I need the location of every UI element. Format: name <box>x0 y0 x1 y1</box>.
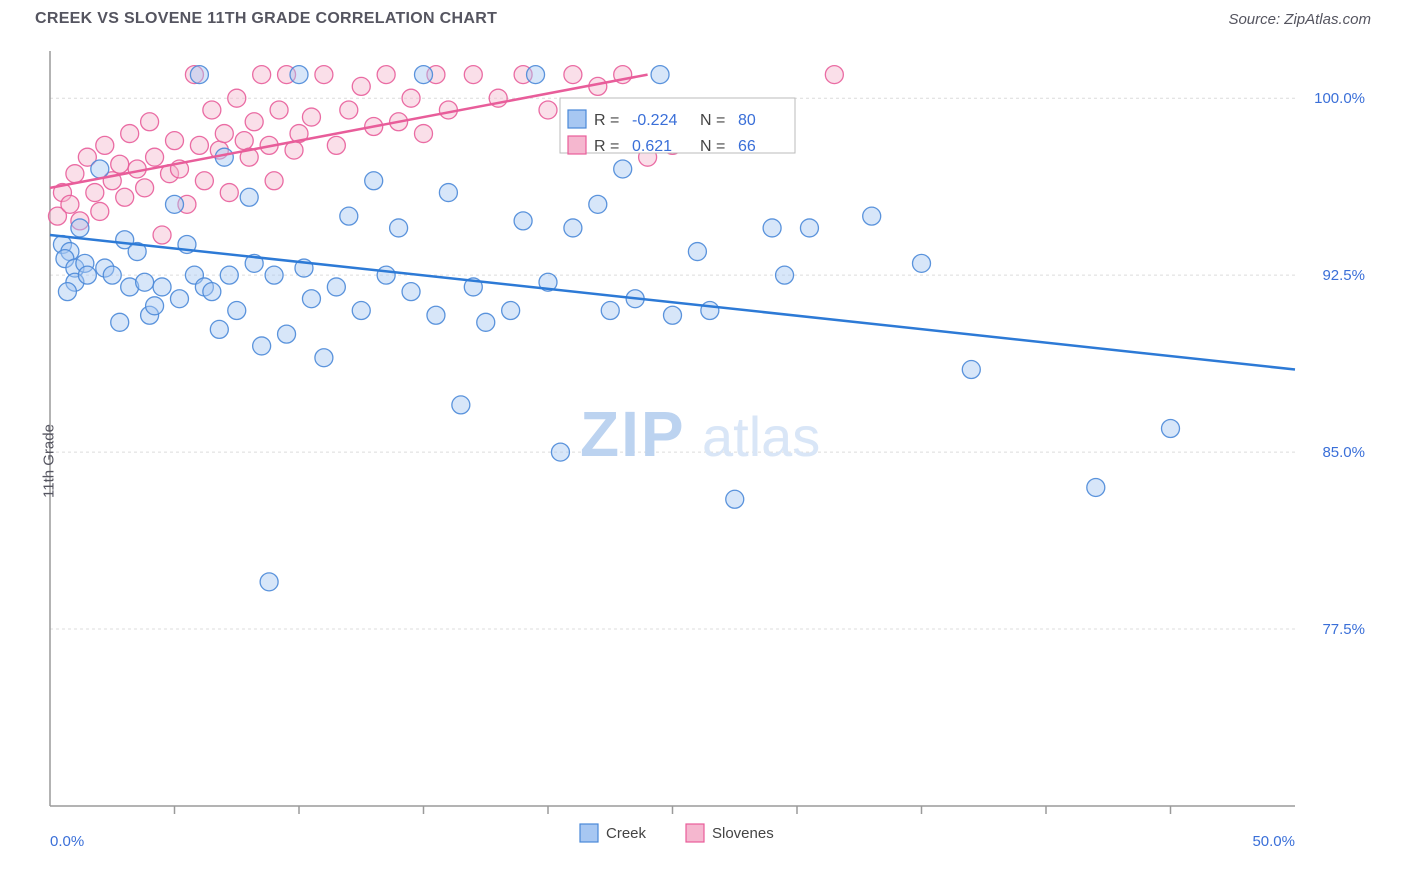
svg-text:0.621: 0.621 <box>632 138 672 155</box>
chart-header: CREEK VS SLOVENE 11TH GRADE CORRELATION … <box>0 0 1406 36</box>
svg-text:R =: R = <box>594 112 619 129</box>
chart-source: Source: ZipAtlas.com <box>1228 11 1371 28</box>
svg-text:ZIP: ZIP <box>580 398 686 470</box>
svg-text:66: 66 <box>738 138 756 155</box>
svg-text:N =: N = <box>700 138 725 155</box>
svg-text:atlas: atlas <box>702 405 820 468</box>
chart-container: 11th Grade 77.5% 85.0% 92.5% 100.0% 0.0% 50.0… <box>0 36 1406 886</box>
svg-text:85.0%: 85.0% <box>1322 444 1365 461</box>
svg-text:0.0%: 0.0% <box>50 833 84 850</box>
svg-text:50.0%: 50.0% <box>1252 833 1295 850</box>
svg-text:N =: N = <box>700 112 725 129</box>
svg-text:92.5%: 92.5% <box>1322 267 1365 284</box>
svg-text:Slovenes: Slovenes <box>712 825 774 842</box>
svg-text:Creek: Creek <box>606 825 647 842</box>
svg-text:-0.224: -0.224 <box>632 112 677 129</box>
svg-text:R =: R = <box>594 138 619 155</box>
svg-text:80: 80 <box>738 112 756 129</box>
scatter-chart: 77.5% 85.0% 92.5% 100.0% 0.0% 50.0% ZIP atlas R … <box>0 36 1406 886</box>
chart-title: CREEK VS SLOVENE 11TH GRADE CORRELATION … <box>35 10 497 28</box>
svg-text:77.5%: 77.5% <box>1322 621 1365 638</box>
svg-text:100.0%: 100.0% <box>1314 90 1365 107</box>
y-axis-label: 11th Grade <box>40 424 57 498</box>
